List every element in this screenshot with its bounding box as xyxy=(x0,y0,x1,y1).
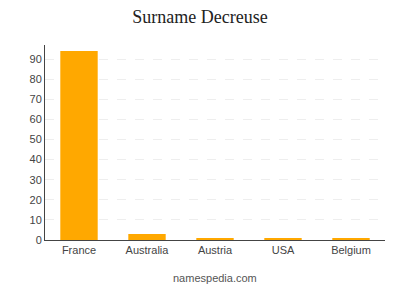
svg-text:60: 60 xyxy=(30,113,42,125)
svg-text:10: 10 xyxy=(30,214,42,226)
svg-text:0: 0 xyxy=(36,234,42,246)
svg-text:50: 50 xyxy=(30,133,42,145)
svg-text:Austria: Austria xyxy=(198,244,233,256)
svg-text:70: 70 xyxy=(30,93,42,105)
svg-text:France: France xyxy=(62,244,96,256)
svg-text:20: 20 xyxy=(30,194,42,206)
svg-text:90: 90 xyxy=(30,53,42,65)
svg-text:30: 30 xyxy=(30,174,42,186)
svg-text:Surname Decreuse: Surname Decreuse xyxy=(132,7,267,27)
svg-text:USA: USA xyxy=(272,244,295,256)
svg-text:namespedia.com: namespedia.com xyxy=(173,272,257,284)
svg-text:Australia: Australia xyxy=(126,244,170,256)
svg-text:80: 80 xyxy=(30,73,42,85)
svg-text:40: 40 xyxy=(30,153,42,165)
svg-text:Belgium: Belgium xyxy=(331,244,371,256)
